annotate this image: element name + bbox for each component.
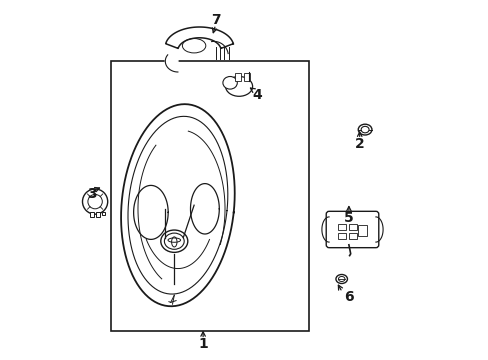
Text: 4: 4 (252, 89, 262, 102)
Polygon shape (190, 184, 219, 234)
Text: 5: 5 (344, 211, 353, 225)
Ellipse shape (225, 77, 252, 96)
Bar (357, 225, 366, 236)
Ellipse shape (223, 77, 237, 89)
Text: 3: 3 (86, 188, 96, 201)
Text: 1: 1 (198, 337, 207, 351)
Bar (348, 233, 356, 239)
Polygon shape (165, 27, 233, 49)
Bar (102, 212, 105, 215)
Ellipse shape (335, 274, 347, 284)
Bar (337, 233, 346, 239)
Bar (244, 73, 249, 81)
Bar (348, 224, 356, 230)
Polygon shape (165, 55, 178, 72)
Bar (96, 212, 101, 217)
Text: 7: 7 (210, 13, 220, 27)
Bar (235, 73, 241, 81)
Text: 2: 2 (354, 137, 364, 151)
Bar (111, 61, 309, 331)
Bar (89, 212, 94, 217)
Polygon shape (133, 185, 168, 239)
Text: 6: 6 (344, 290, 353, 304)
Bar (337, 224, 346, 230)
